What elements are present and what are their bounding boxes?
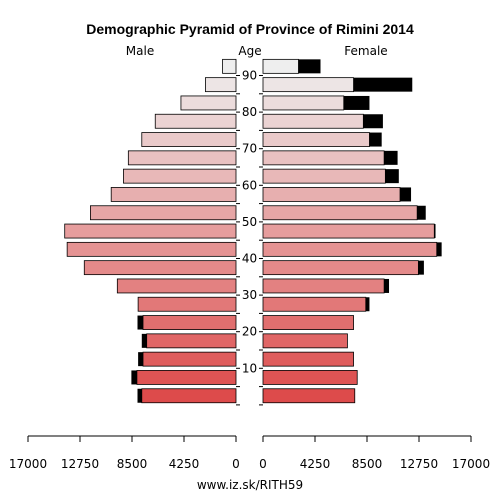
age-tick-label: 60 (242, 178, 257, 192)
chart-title: Demographic Pyramid of Province of Rimin… (86, 21, 414, 37)
male-bar-75-79 (154, 113, 237, 129)
male-x-tick-label: 8500 (117, 457, 148, 471)
female-bar-15-19 (262, 333, 348, 349)
female-bar-20-24 (262, 315, 354, 330)
source-label: www.iz.sk/RITH59 (197, 478, 303, 492)
male-bar-90+ (222, 58, 237, 74)
male-x-tick-label: 17000 (9, 457, 47, 471)
female-surplus-85-89 (353, 77, 413, 92)
male-x-tick-label: 12750 (61, 457, 99, 471)
female-x-tick-label: 0 (259, 457, 267, 471)
female-surplus-50-54 (417, 205, 426, 220)
female-surplus-45-49 (434, 224, 436, 239)
male-bar-0-4 (141, 388, 237, 404)
male-bar-25-29 (137, 296, 237, 312)
female-surplus-90+ (298, 59, 321, 74)
age-label: Age (238, 44, 261, 58)
male-bar-70-74 (141, 132, 237, 147)
female-x-tick-label: 8500 (352, 457, 383, 471)
female-bar-75-79 (262, 113, 364, 129)
female-bar-10-14 (262, 351, 354, 367)
male-bar-35-39 (83, 260, 237, 276)
male-bar-85-89 (205, 77, 237, 93)
female-surplus-55-59 (400, 187, 412, 202)
male-x-tick-label: 0 (232, 457, 240, 471)
female-bar-65-69 (262, 150, 385, 166)
male-surplus-20-24 (137, 315, 144, 330)
age-tick-label: 80 (242, 105, 257, 119)
female-surplus-80-84 (343, 95, 370, 110)
male-bar-10-14 (142, 351, 237, 367)
female-x-tick-label: 4250 (300, 457, 331, 471)
male-bar-60-64 (123, 168, 237, 184)
female-bar-85-89 (262, 77, 354, 93)
female-bar-40-44 (262, 241, 438, 257)
male-bar-15-19 (146, 333, 237, 349)
female-surplus-35-39 (418, 260, 424, 275)
female-x-tick-label: 17000 (452, 457, 490, 471)
female-bar-70-74 (262, 132, 370, 147)
male-surplus-5-9 (131, 370, 137, 385)
male-bar-55-59 (110, 187, 237, 202)
female-surplus-40-44 (436, 242, 442, 257)
female-surplus-70-74 (369, 132, 382, 147)
male-x-tick-label: 4250 (169, 457, 200, 471)
male-bar-50-54 (90, 205, 237, 221)
axes-group: 90 80 70 60 50 40 30 20 10 17000 12750 8500 4250 0 0 42… (9, 69, 490, 472)
age-tick-label: 40 (242, 252, 257, 266)
age-tick-label: 90 (242, 69, 257, 83)
male-surplus-0-4 (137, 388, 142, 403)
male-surplus-15-19 (141, 333, 147, 348)
female-bar-5-9 (262, 370, 358, 385)
female-bar-90+ (262, 58, 299, 74)
male-surplus-10-14 (138, 352, 144, 367)
female-surplus-25-29 (365, 297, 370, 312)
female-bar-25-29 (262, 296, 367, 312)
female-surplus-65-69 (384, 150, 398, 165)
female-bar-45-49 (262, 223, 435, 239)
female-bar-60-64 (262, 168, 386, 184)
female-bar-55-59 (262, 187, 401, 202)
female-surplus-60-64 (385, 169, 399, 184)
male-bar-65-69 (127, 150, 237, 166)
female-bar-50-54 (262, 205, 418, 221)
female-surplus-75-79 (363, 114, 383, 129)
male-bar-5-9 (136, 370, 237, 385)
male-bar-20-24 (142, 315, 237, 330)
female-surplus-30-34 (384, 278, 390, 293)
male-bar-45-49 (64, 223, 237, 239)
female-bar-0-4 (262, 388, 356, 404)
male-label: Male (126, 44, 154, 58)
female-bar-35-39 (262, 260, 419, 276)
female-label: Female (344, 44, 387, 58)
female-x-tick-label: 12750 (400, 457, 438, 471)
bars-group (64, 58, 442, 404)
female-bar-80-84 (262, 95, 345, 111)
age-tick-label: 30 (242, 288, 257, 302)
age-tick-label: 20 (242, 325, 257, 339)
age-tick-label: 10 (242, 361, 257, 375)
age-tick-label: 50 (242, 215, 257, 229)
male-bar-30-34 (116, 278, 237, 294)
male-bar-40-44 (66, 241, 237, 257)
age-tick-label: 70 (242, 142, 257, 156)
female-bar-30-34 (262, 278, 385, 294)
male-bar-80-84 (180, 95, 237, 111)
